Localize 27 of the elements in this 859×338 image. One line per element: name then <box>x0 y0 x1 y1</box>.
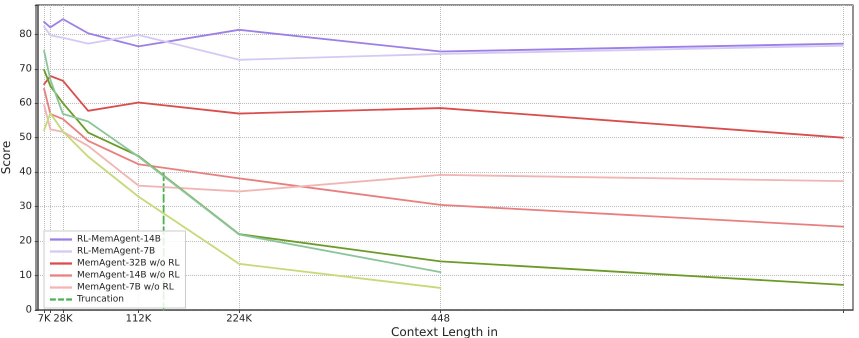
line-series <box>43 104 844 192</box>
x-tick-label: 448 <box>430 314 450 324</box>
x-tick-label: 7K <box>38 314 51 324</box>
x-tick-label: 28K <box>53 314 74 324</box>
legend-label: RL-MemAgent-7B <box>77 246 156 256</box>
x-tick-label: 112K <box>126 314 152 324</box>
y-axis-title: Score <box>0 140 13 174</box>
y-tick-label: 60 <box>19 98 32 109</box>
line-series <box>43 26 844 61</box>
legend-label: RL-MemAgent-14B <box>77 234 161 244</box>
y-tick-label: 20 <box>19 236 32 247</box>
y-tick-label: 30 <box>19 201 32 212</box>
y-tick-label: 80 <box>19 28 32 40</box>
legend-label: MemAgent-32B w/o RL <box>77 258 180 268</box>
x-tick-label: 224K <box>226 314 252 324</box>
y-tick-label: 70 <box>19 63 32 74</box>
y-tick-label: 50 <box>19 132 32 144</box>
y-tick-label: 40 <box>19 166 32 178</box>
line-series <box>43 18 844 52</box>
legend-label: MemAgent-14B w/o RL <box>77 270 180 280</box>
line-series <box>43 50 442 273</box>
y-tick-label: 0 <box>26 304 32 316</box>
line-series <box>43 88 844 228</box>
legend-label: MemAgent-7B w/o RL <box>77 282 174 292</box>
y-tick-label: 10 <box>19 270 32 282</box>
line-series <box>43 75 844 139</box>
legend-label: Truncation <box>76 294 124 304</box>
